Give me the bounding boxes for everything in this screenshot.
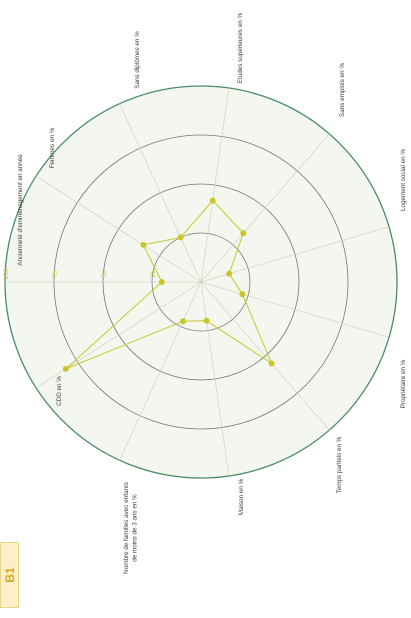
axis-label-10: Femmes en % xyxy=(49,127,56,168)
spoke-1 xyxy=(35,175,202,283)
radial-ticks: 25 50 75 100 xyxy=(3,268,157,279)
series-point-8 xyxy=(203,317,210,324)
axis-label-4: Logement social en % xyxy=(400,149,407,211)
axis-label-7: Maison en % xyxy=(238,478,245,515)
tick-label-50: 50 xyxy=(101,270,108,278)
series-point-6 xyxy=(239,291,246,298)
series-line xyxy=(65,199,273,370)
tick-label-25: 25 xyxy=(150,270,157,278)
axis-label-2: Etudes supérieures en % xyxy=(237,12,244,83)
axis-label-9: CDD en % xyxy=(56,376,63,406)
series-point-0 xyxy=(158,279,165,285)
series-point-4 xyxy=(240,230,247,237)
series-point-7 xyxy=(268,360,275,367)
axis-label-5: Propriétaire en % xyxy=(400,359,407,408)
axis-label-3: Sans emplois en % xyxy=(339,63,346,117)
section-badge: B1 xyxy=(0,542,19,608)
axis-label-6: Temps partiels en % xyxy=(336,436,343,493)
tick-label-100: 100 xyxy=(3,268,10,279)
spoke-6 xyxy=(200,281,390,338)
spoke-9 xyxy=(119,281,202,461)
section-badge-text: B1 xyxy=(2,567,17,583)
spoke-7 xyxy=(200,281,330,431)
axis-label-1: Sans diplômes en % xyxy=(134,31,141,89)
series-point-10 xyxy=(62,365,69,372)
axis-label-0: Ancienneté d'emménagement en année xyxy=(17,154,24,266)
spoke-3 xyxy=(200,87,230,283)
series-point-3 xyxy=(209,197,216,204)
series-point-2 xyxy=(177,234,184,241)
spoke-5 xyxy=(200,226,390,283)
series-point-5 xyxy=(226,270,233,277)
axis-label-8: Nombre de familles avec enfants de moins … xyxy=(123,482,139,574)
series-point-9 xyxy=(180,318,187,325)
spoke-4 xyxy=(200,133,330,283)
radar-spokes xyxy=(5,87,390,477)
spoke-8 xyxy=(200,281,230,477)
axis-labels: Ancienneté d'emménagement en année Sans d… xyxy=(17,12,407,573)
series-point-1 xyxy=(140,241,147,248)
radar-series xyxy=(62,197,275,372)
spoke-2 xyxy=(119,103,202,283)
tick-label-75: 75 xyxy=(52,270,59,278)
